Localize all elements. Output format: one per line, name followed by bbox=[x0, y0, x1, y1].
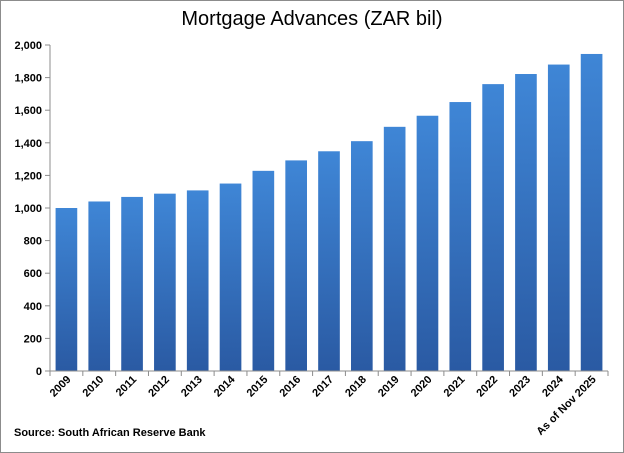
y-tick-label: 1,800 bbox=[14, 73, 42, 85]
x-tick-label: 2020 bbox=[409, 374, 435, 400]
chart-title: Mortgage Advances (ZAR bil) bbox=[181, 8, 443, 30]
y-tick-label: 600 bbox=[24, 268, 42, 280]
bar-2019 bbox=[383, 126, 406, 371]
y-tick-label: 1,400 bbox=[14, 138, 42, 150]
bar-2011 bbox=[121, 196, 143, 371]
y-tick-label: 1,200 bbox=[14, 170, 42, 182]
y-tick-label: 1,000 bbox=[14, 203, 42, 215]
y-tick-label: 800 bbox=[24, 236, 42, 248]
x-tick-label: 2015 bbox=[245, 374, 271, 400]
bar-2016 bbox=[285, 160, 307, 371]
x-tick-label: 2016 bbox=[277, 374, 303, 400]
bar-as-of-nov-2025 bbox=[580, 53, 603, 372]
bar-2020 bbox=[416, 115, 439, 372]
x-tick-label: 2009 bbox=[48, 374, 74, 400]
bar-2022 bbox=[482, 84, 504, 372]
x-tick-label: 2014 bbox=[212, 373, 238, 399]
source-note: Source: South African Reserve Bank bbox=[14, 427, 206, 439]
x-tick-label: 2018 bbox=[343, 374, 369, 400]
x-tick-label: 2011 bbox=[114, 374, 139, 399]
bar-2013 bbox=[186, 190, 209, 371]
bar-2024 bbox=[547, 64, 570, 371]
bar-2010 bbox=[88, 201, 111, 371]
x-tick-label: 2013 bbox=[179, 374, 205, 400]
y-tick-label: 2,000 bbox=[14, 40, 42, 52]
bar-2023 bbox=[515, 74, 537, 371]
bar-2017 bbox=[318, 151, 340, 371]
x-tick-label: 2021 bbox=[442, 374, 468, 400]
x-tick-label: 2017 bbox=[310, 374, 336, 400]
x-tick-label: As of Nov 2025 bbox=[534, 374, 598, 438]
x-tick-label: 2023 bbox=[507, 374, 533, 400]
x-tick-label: 2010 bbox=[81, 374, 107, 400]
bar-2021 bbox=[449, 102, 472, 372]
bar-2015 bbox=[252, 170, 275, 371]
bar-2018 bbox=[350, 141, 373, 371]
y-tick-label: 400 bbox=[24, 301, 42, 313]
bar-2014 bbox=[219, 183, 242, 371]
bar-2009 bbox=[55, 208, 78, 371]
y-tick-label: 0 bbox=[36, 366, 42, 378]
x-tick-label: 2022 bbox=[474, 374, 500, 400]
x-tick-label: 2019 bbox=[376, 374, 402, 400]
y-tick-label: 1,600 bbox=[14, 105, 42, 117]
x-tick-label: 2024 bbox=[540, 373, 566, 399]
x-tick-label: 2012 bbox=[146, 374, 172, 400]
y-tick-label: 200 bbox=[24, 333, 42, 345]
bar-2012 bbox=[154, 193, 176, 371]
